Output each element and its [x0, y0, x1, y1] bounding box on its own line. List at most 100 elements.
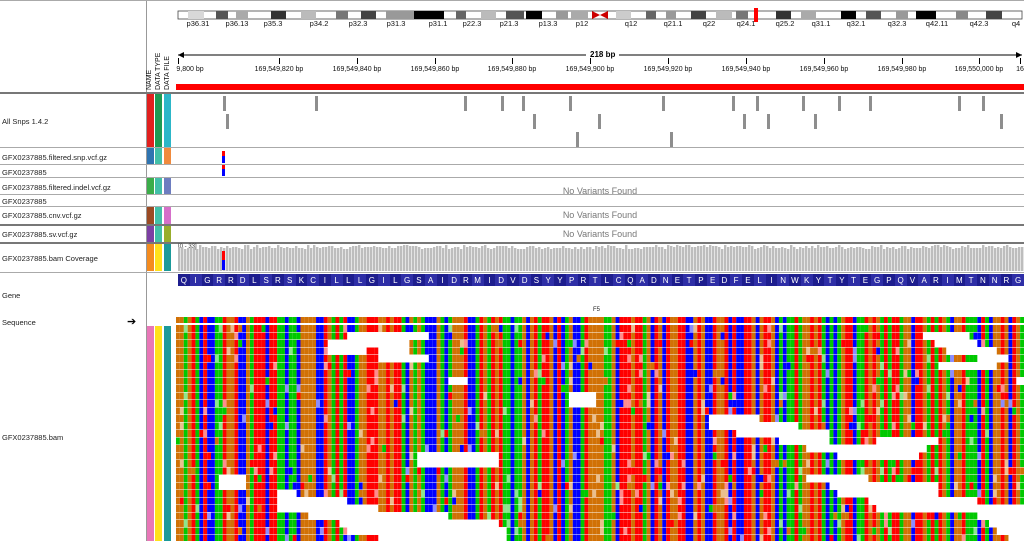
amino-acid: P	[886, 275, 892, 285]
coverage-bar	[943, 245, 946, 271]
alignment-reads[interactable]	[176, 325, 1024, 541]
coverage-bar	[202, 247, 205, 271]
sequence-strand-arrow-icon[interactable]: ➔	[127, 316, 137, 328]
coverage-bar	[664, 249, 667, 271]
snp-feature[interactable]	[501, 96, 504, 111]
track-label-all-snps[interactable]: All Snps 1.4.2	[2, 117, 49, 126]
coverage-bar	[718, 247, 721, 271]
snp-feature[interactable]	[533, 114, 536, 129]
amino-acid: C	[307, 274, 319, 286]
chromosome-ideogram[interactable]	[176, 0, 1024, 30]
coverage-bar	[559, 248, 562, 271]
coverage-bar	[208, 248, 211, 271]
coverage-bar	[394, 248, 397, 271]
coverage-bar	[760, 247, 763, 271]
ideogram-band-label: q32.1	[846, 19, 866, 28]
coverage-bar	[304, 249, 307, 271]
snp-feature[interactable]	[958, 96, 961, 111]
coverage-bar	[628, 249, 631, 271]
ruler-svg	[176, 52, 1024, 90]
ruler-tick	[824, 58, 825, 64]
amino-acid: R	[462, 275, 469, 285]
snp-feature[interactable]	[569, 96, 572, 111]
track-label-cnv-vcf[interactable]: GFX0237885.cnv.vcf.gz	[2, 211, 82, 220]
coverage-bar	[553, 248, 556, 271]
snp-feature[interactable]	[982, 96, 985, 111]
coverage-bar	[460, 249, 463, 271]
snp-feature[interactable]	[802, 96, 805, 111]
coverage-bar	[367, 247, 370, 271]
ideogram-band-label: p31.3	[386, 19, 406, 28]
snp-variant-call-alt	[222, 151, 225, 156]
coverage-bar	[874, 247, 877, 271]
amino-acid: I	[488, 275, 491, 285]
snp-feature[interactable]	[226, 114, 229, 129]
track-label-snp-vcf[interactable]: GFX0237885.filtered.snp.vcf.gz	[2, 153, 108, 162]
coverage-bar	[901, 246, 904, 271]
gene-name-label: F5	[593, 307, 601, 313]
amino-acid: L	[354, 274, 366, 286]
snp-feature[interactable]	[1000, 114, 1003, 129]
coverage-histogram[interactable]	[176, 243, 1024, 271]
coverage-bar	[916, 248, 919, 271]
coverage-bar	[343, 249, 346, 271]
track-label-sv-vcf[interactable]: GFX0237885.sv.vcf.gz	[2, 230, 78, 239]
ruler-tick	[590, 58, 591, 64]
coverage-bar	[808, 248, 811, 271]
coverage-bar	[655, 245, 658, 271]
snp-feature[interactable]	[869, 96, 872, 111]
track-label-indel-sample[interactable]: GFX0237885	[2, 197, 47, 206]
reference-sequence-track[interactable]	[176, 317, 1024, 324]
coverage-bar	[601, 246, 604, 271]
snp-feature[interactable]	[576, 132, 579, 147]
attribute-color-cells	[147, 94, 171, 541]
coverage-bar	[634, 248, 637, 271]
snp-feature[interactable]	[464, 96, 467, 111]
coverage-bar	[793, 247, 796, 271]
coverage-bar	[949, 247, 952, 271]
coverage-variant-bar	[222, 251, 225, 260]
coverage-bar	[592, 249, 595, 271]
coverage-bar	[286, 247, 289, 271]
coverage-bar	[757, 248, 760, 271]
coverage-bar	[862, 248, 865, 271]
coverage-bar	[736, 246, 739, 271]
snp-feature[interactable]	[814, 114, 817, 129]
amino-acid: C	[612, 274, 625, 286]
coverage-bar	[595, 246, 598, 271]
track-label-gene[interactable]: Gene	[2, 291, 21, 300]
coverage-bar	[412, 246, 415, 271]
coverage-bar	[640, 249, 643, 271]
track-label-sequence[interactable]: Sequence	[2, 318, 36, 327]
coverage-bar	[376, 247, 379, 271]
track-label-snp-sample[interactable]: GFX0237885	[2, 168, 47, 177]
snp-feature[interactable]	[838, 96, 841, 111]
snp-feature[interactable]	[522, 96, 525, 111]
coverage-bar	[910, 247, 913, 271]
amino-acid: L	[346, 275, 351, 285]
track-label-bam[interactable]: GFX0237885.bam	[2, 433, 64, 442]
snp-feature[interactable]	[662, 96, 665, 111]
track-label-coverage[interactable]: GFX0237885.bam Coverage	[2, 254, 98, 263]
snp-variant-call[interactable]	[222, 151, 225, 163]
coverage-bar	[391, 248, 394, 271]
snp-feature[interactable]	[743, 114, 746, 129]
coverage-bar	[370, 247, 373, 271]
snp-feature[interactable]	[315, 96, 318, 111]
snp-feature[interactable]	[670, 132, 673, 147]
coverage-bar	[538, 247, 541, 271]
snp-feature[interactable]	[598, 114, 601, 129]
data-panel[interactable]: p36.31 p36.13 p35.3 p34.2 p32.3 p31.3 p31.1 p22…	[176, 0, 1024, 541]
snp-feature[interactable]	[223, 96, 226, 111]
snp-feature[interactable]	[767, 114, 770, 129]
snp-feature[interactable]	[732, 96, 735, 111]
amino-acid: I	[941, 274, 954, 286]
coverage-bar	[256, 245, 259, 271]
coverage-bar	[937, 245, 940, 271]
amino-acid: N	[659, 274, 672, 286]
snp-feature[interactable]	[756, 96, 759, 111]
amino-acid: D	[721, 275, 728, 285]
coverage-bar	[955, 248, 958, 271]
coverage-bar	[484, 245, 487, 271]
track-label-indel-vcf[interactable]: GFX0237885.filtered.indel.vcf.gz	[2, 183, 111, 192]
